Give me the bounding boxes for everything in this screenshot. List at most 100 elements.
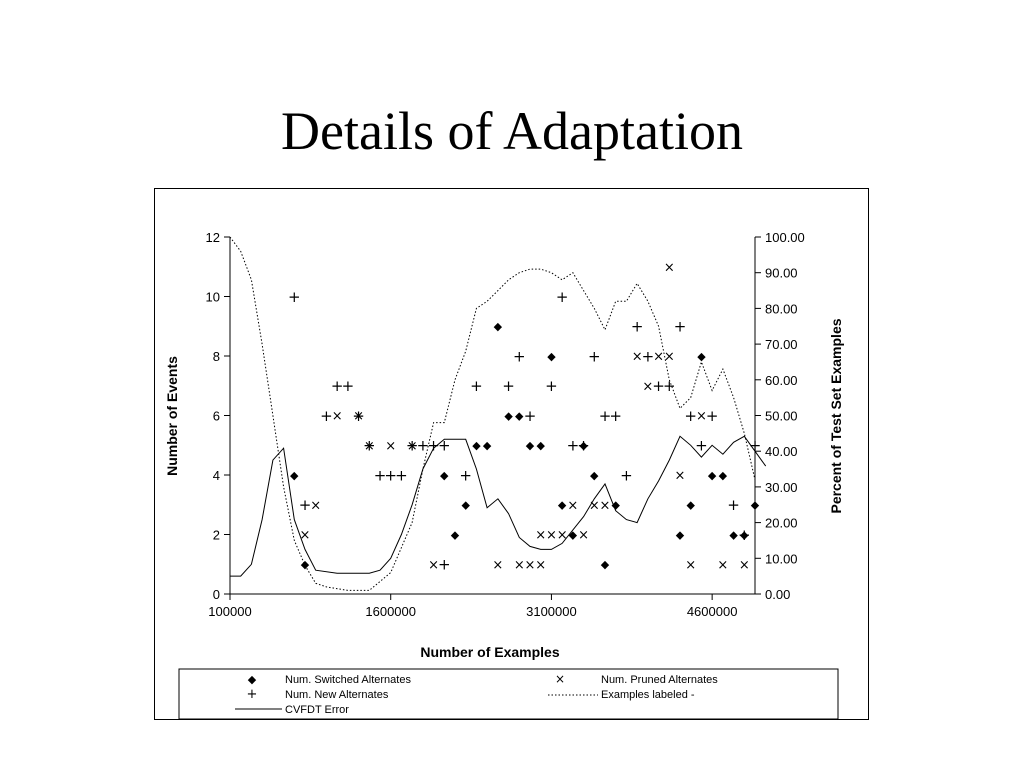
marker-switched: ◆	[697, 350, 706, 363]
marker-pruned: ×	[578, 528, 589, 543]
marker-switched: ◆	[536, 439, 545, 452]
y-left-tick-label: 4	[213, 468, 220, 483]
legend-label-error: CVFDT Error	[285, 704, 349, 716]
legend-label-switched: Num. Switched Alternates	[285, 674, 411, 686]
marker-switched: ◆	[483, 439, 492, 452]
marker-switched: ◆	[569, 528, 578, 541]
y-right-tick-label: 30.00	[765, 480, 798, 495]
x-axis-title: Number of Examples	[420, 644, 559, 660]
marker-new: +	[470, 377, 483, 395]
markers-layer: ◆◆◆◆◆◆ ◆◆◆ ◆◆ ◆◆◆◆◆◆◆◆◆◆◆◆ ◆◆ ◆◆××× ×× × ×× × × × ××…	[288, 260, 761, 573]
marker-new: +	[631, 318, 644, 336]
marker-pruned: ×	[385, 439, 396, 454]
legend-label-labeled: Examples labeled -	[601, 689, 695, 701]
marker-pruned: ×	[696, 409, 707, 424]
marker-new: +	[738, 526, 751, 544]
legend-label-pruned: Num. Pruned Alternates	[601, 674, 718, 686]
marker-new: +	[663, 377, 676, 395]
lines-layer	[229, 236, 767, 591]
y-left-tick-label: 8	[213, 349, 220, 364]
marker-pruned: ×	[407, 439, 418, 454]
marker-switched: ◆	[729, 528, 738, 541]
marker-pruned: ×	[492, 558, 503, 573]
marker-switched: ◆	[494, 320, 503, 333]
marker-switched: ◆	[686, 499, 695, 512]
axes-layer: 0 2 4 6 8 10 12 0.00 10.00 20.00 30.00 40.00 50.00 60…	[206, 230, 805, 619]
marker-pruned: ×	[364, 439, 375, 454]
marker-new: +	[352, 407, 365, 425]
marker-new: +	[588, 347, 601, 365]
marker-new: +	[427, 437, 440, 455]
marker-new: +	[395, 466, 408, 484]
y-right-tick-label: 0.00	[765, 587, 790, 602]
marker-pruned: ×	[664, 260, 675, 275]
marker-pruned: ×	[664, 350, 675, 365]
marker-pruned: ×	[535, 528, 546, 543]
marker-pruned: ×	[514, 558, 525, 573]
marker-pruned: ×	[535, 558, 546, 573]
y-left-tick-label: 0	[213, 587, 220, 602]
y-left-tick-label: 6	[213, 409, 220, 424]
marker-new: +	[299, 496, 312, 514]
marker-new: +	[577, 437, 590, 455]
marker-switched: ◆	[301, 558, 310, 571]
marker-new: +	[459, 466, 472, 484]
marker-switched: ◆	[451, 528, 460, 541]
y-right-tick-label: 90.00	[765, 266, 798, 281]
chart-svg: 0 2 4 6 8 10 12 0.00 10.00 20.00 30.00 40.00 50.00 60…	[164, 230, 844, 719]
marker-new: +	[642, 347, 655, 365]
legend-marker-pruned: ×	[555, 672, 565, 686]
y-right-tick-label: 60.00	[765, 373, 798, 388]
x-tick-label: 100000	[208, 604, 251, 619]
marker-pruned: ×	[675, 469, 686, 484]
marker-switched: ◆	[558, 499, 567, 512]
marker-switched: ◆	[472, 439, 481, 452]
legend: ◆ Num. Switched Alternates + Num. New Al…	[178, 668, 839, 719]
legend-box	[178, 668, 839, 719]
marker-pruned: ×	[589, 498, 600, 513]
marker-new: +	[363, 437, 376, 455]
y-left-tick-label: 2	[213, 528, 220, 543]
marker-switched: ◆	[601, 558, 610, 571]
marker-new: +	[502, 377, 515, 395]
marker-switched: ◆	[504, 409, 513, 422]
marker-switched: ◆	[547, 350, 556, 363]
marker-new: +	[438, 437, 451, 455]
marker-switched: ◆	[290, 469, 299, 482]
marker-switched: ◆	[526, 439, 535, 452]
y-right-tick-label: 70.00	[765, 337, 798, 352]
y-left-tick-label: 12	[206, 230, 220, 245]
legend-marker-new: +	[247, 687, 258, 702]
marker-new: +	[749, 437, 762, 455]
marker-pruned: ×	[717, 558, 728, 573]
series-line-examples-labeled	[229, 236, 756, 591]
marker-pruned: ×	[567, 498, 578, 513]
marker-switched: ◆	[611, 499, 620, 512]
marker-pruned: ×	[353, 409, 364, 424]
marker-new: +	[417, 437, 430, 455]
marker-new: +	[320, 407, 333, 425]
marker-new: +	[567, 437, 580, 455]
marker-pruned: ×	[300, 528, 311, 543]
slide-title: Details of Adaptation	[281, 101, 743, 161]
marker-pruned: ×	[557, 528, 568, 543]
y-right-tick-label: 40.00	[765, 444, 798, 459]
legend-marker-switched: ◆	[248, 673, 257, 686]
marker-new: +	[609, 407, 622, 425]
y-axis-right-title: Percent of Test Set Examples	[828, 318, 844, 513]
marker-pruned: ×	[600, 498, 611, 513]
marker-switched: ◆	[590, 469, 599, 482]
marker-new: +	[545, 377, 558, 395]
marker-switched: ◆	[676, 528, 685, 541]
marker-new: +	[695, 437, 708, 455]
marker-new: +	[620, 466, 633, 484]
marker-switched: ◆	[751, 499, 760, 512]
marker-switched: ◆	[708, 469, 717, 482]
marker-pruned: ×	[685, 558, 696, 573]
marker-new: +	[513, 347, 526, 365]
marker-switched: ◆	[719, 469, 728, 482]
y-right-tick-label: 80.00	[765, 301, 798, 316]
marker-switched: ◆	[515, 409, 524, 422]
marker-pruned: ×	[653, 350, 664, 365]
y-axis-left-title: Number of Events	[164, 356, 180, 476]
